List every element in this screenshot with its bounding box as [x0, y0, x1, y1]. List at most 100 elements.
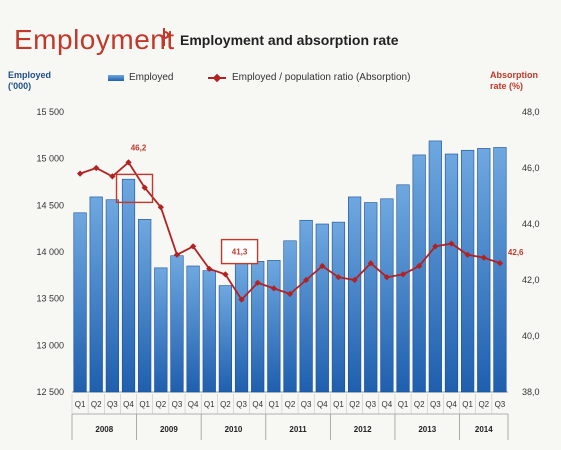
page-title: Employment — [14, 24, 175, 55]
bar-employed — [138, 219, 152, 393]
x-tick-label: Q2 — [91, 400, 102, 409]
absorption-point — [76, 170, 84, 177]
y2-tick-label: 44,0 — [522, 219, 540, 229]
absorption-point — [319, 262, 326, 270]
data-label: 46,2 — [131, 143, 147, 152]
absorption-point — [157, 204, 164, 211]
left-axis-title-line1: Employed — [8, 70, 52, 80]
year-label: 2014 — [475, 425, 493, 434]
x-tick-label: Q1 — [398, 400, 409, 409]
y-tick-label: 14 500 — [36, 200, 64, 210]
legend-label-employed: Employed — [129, 72, 174, 83]
bar-employed — [89, 196, 103, 393]
absorption-point — [303, 276, 310, 284]
x-tick-label: Q4 — [446, 400, 457, 409]
chart-title: Employment and absorption rate — [180, 32, 399, 48]
y-tick-label: 15 500 — [36, 107, 64, 117]
bar-employed — [73, 212, 87, 393]
year-label: 2012 — [354, 425, 372, 434]
x-tick-label: Q1 — [139, 400, 150, 409]
x-tick-label: Q4 — [317, 400, 328, 409]
year-label: 2008 — [95, 425, 113, 434]
x-tick-label: Q1 — [75, 400, 86, 409]
absorption-point — [189, 243, 197, 250]
y-tick-label: 13 500 — [36, 294, 64, 304]
bar-employed — [218, 285, 233, 393]
x-tick-label: Q4 — [188, 400, 199, 409]
x-tick-label: Q1 — [269, 400, 280, 409]
data-label: 41,3 — [232, 248, 248, 257]
bar-employed — [170, 255, 184, 393]
data-label: 42,6 — [508, 248, 524, 257]
bar-employed — [364, 202, 378, 393]
x-tick-label: Q3 — [495, 400, 506, 409]
bar-employed — [154, 267, 168, 393]
y2-tick-label: 40,0 — [522, 331, 540, 341]
bar-employed — [186, 265, 200, 393]
highlight-box — [115, 173, 154, 204]
x-tick-label: Q3 — [365, 400, 376, 409]
bar-employed — [283, 240, 297, 393]
x-tick-label: Q1 — [333, 400, 344, 409]
absorption-point — [270, 285, 277, 292]
bar-employed — [234, 262, 249, 393]
right-axis-title-line2: rate (%) — [490, 81, 524, 91]
x-tick-label: Q1 — [462, 400, 473, 409]
absorption-point — [351, 276, 358, 284]
absorption-point — [93, 164, 100, 172]
bar-employed — [299, 219, 313, 393]
absorption-point — [383, 274, 391, 281]
x-tick-label: Q2 — [478, 400, 489, 409]
x-tick-label: Q4 — [123, 400, 134, 409]
left-axis-title-line2: ('000) — [8, 81, 32, 91]
absorption-point — [109, 173, 116, 180]
bar-employed — [380, 198, 394, 393]
right-axis-title: Absorption rate (%) — [490, 70, 538, 92]
absorption-point — [448, 240, 455, 247]
bar-employed — [105, 199, 119, 393]
left-axis-title: Employed ('000) — [8, 70, 51, 92]
x-tick-label: Q3 — [172, 400, 183, 409]
bar-employed — [315, 223, 329, 393]
x-tick-label: Q3 — [301, 400, 312, 409]
x-tick-label: Q4 — [382, 400, 393, 409]
legend-line-swatch-icon — [208, 76, 226, 79]
y2-tick-label: 46,0 — [522, 163, 540, 173]
y-tick-label: 12 500 — [36, 387, 64, 397]
x-tick-label: Q2 — [220, 400, 231, 409]
absorption-point — [125, 159, 132, 166]
x-tick-label: Q2 — [285, 400, 296, 409]
x-tick-label: Q2 — [155, 400, 166, 409]
bar-employed — [331, 221, 346, 393]
absorption-point — [141, 184, 148, 191]
absorption-point — [496, 260, 504, 267]
x-tick-label: Q3 — [236, 400, 247, 409]
absorption-point — [286, 290, 294, 298]
highlight-box — [220, 238, 259, 265]
legend-item-absorption: Employed / population ratio (Absorption) — [208, 72, 410, 83]
absorption-point — [367, 260, 374, 267]
legend-bar-swatch-icon — [108, 74, 124, 81]
absorption-point — [416, 262, 423, 270]
absorption-point — [399, 271, 407, 278]
year-label: 2009 — [160, 425, 178, 434]
x-tick-label: Q4 — [252, 400, 263, 409]
bar-employed — [493, 147, 507, 393]
bar-employed — [412, 154, 426, 393]
x-tick-label: Q2 — [349, 400, 360, 409]
year-label: 2013 — [418, 425, 436, 434]
bar-employed — [444, 153, 459, 393]
bar-employed — [347, 196, 362, 393]
absorption-point — [480, 254, 487, 261]
bar-employed — [477, 148, 491, 393]
brand-mark-icon — [163, 28, 170, 46]
x-tick-label: Q2 — [414, 400, 425, 409]
x-tick-label: Q3 — [430, 400, 441, 409]
year-label: 2010 — [225, 425, 243, 434]
x-tick-label: Q3 — [107, 400, 118, 409]
y-tick-label: 13 000 — [36, 340, 64, 350]
y-tick-label: 15 000 — [36, 154, 64, 164]
right-axis-title-line1: Absorption — [490, 70, 538, 80]
